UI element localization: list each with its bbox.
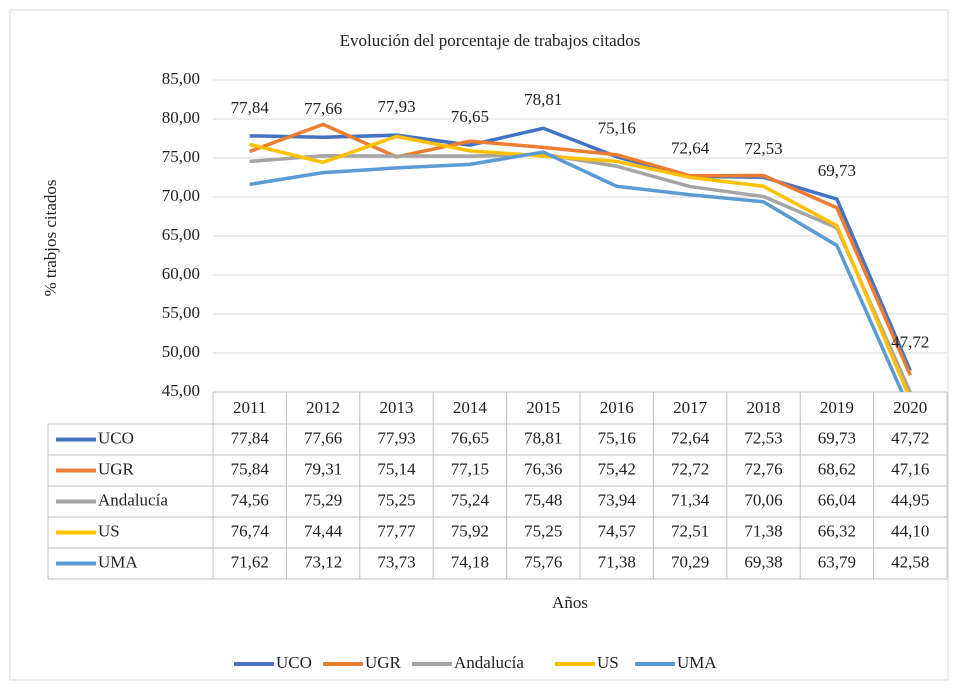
- x-tick-label: 2020: [893, 398, 927, 417]
- x-tick-label: 2017: [673, 398, 708, 417]
- table-cell: 77,77: [377, 521, 416, 540]
- table-cell: 72,53: [744, 428, 782, 447]
- table-row-label: Andalucía: [98, 490, 168, 509]
- table-cell: 75,76: [524, 552, 562, 571]
- table-cell: 72,76: [744, 459, 782, 478]
- chart-title: Evolución del porcentaje de trabajos cit…: [340, 31, 641, 50]
- table-cell: 75,84: [231, 459, 270, 478]
- series-line: [249, 134, 910, 392]
- table-cell: 47,16: [891, 459, 929, 478]
- data-label: 69,73: [818, 161, 856, 180]
- y-tick-label: 85,00: [162, 69, 200, 88]
- x-tick-label: 2016: [600, 398, 634, 417]
- table-row-label: UCO: [98, 428, 134, 447]
- series-line: [249, 126, 912, 372]
- table-cell: 75,14: [377, 459, 416, 478]
- table-cell: 47,72: [891, 428, 929, 447]
- legend-label: UMA: [677, 653, 717, 672]
- table-cell: 75,16: [598, 428, 636, 447]
- y-axis-title: % trabjos citados: [41, 179, 60, 296]
- table-cell: 75,25: [524, 521, 562, 540]
- chart-frame: [9, 9, 949, 681]
- table-cell: 77,84: [231, 428, 270, 447]
- table-cell: 74,44: [304, 521, 343, 540]
- table-cell: 71,38: [744, 521, 782, 540]
- x-tick-label: 2013: [380, 398, 414, 417]
- table-cell: 76,36: [524, 459, 562, 478]
- table-cell: 72,72: [671, 459, 709, 478]
- table-cell: 70,06: [744, 490, 782, 509]
- x-tick-label: 2018: [747, 398, 781, 417]
- x-axis-title: Años: [552, 593, 588, 612]
- data-label: 77,84: [231, 98, 270, 117]
- table-cell: 42,58: [891, 552, 929, 571]
- table-cell: 74,56: [231, 490, 269, 509]
- x-tick-label: 2015: [526, 398, 560, 417]
- x-tick-label: 2019: [820, 398, 854, 417]
- table-cell: 74,18: [451, 552, 489, 571]
- table-cell: 78,81: [524, 428, 562, 447]
- legend-label: Andalucía: [454, 653, 524, 672]
- table-cell: 79,31: [304, 459, 342, 478]
- table-cell: 75,24: [451, 490, 490, 509]
- table-cell: 70,29: [671, 552, 709, 571]
- data-label: 76,65: [451, 107, 489, 126]
- y-tick-label: 80,00: [162, 108, 200, 127]
- table-cell: 73,73: [377, 552, 415, 571]
- series-line: [249, 122, 912, 376]
- table-cell: 69,38: [744, 552, 782, 571]
- table-cell: 66,04: [818, 490, 857, 509]
- legend-label: US: [597, 653, 619, 672]
- table-row-label: UMA: [98, 552, 138, 571]
- data-label: 72,53: [744, 139, 782, 158]
- table-cell: 75,25: [377, 490, 415, 509]
- data-label: 77,93: [377, 97, 415, 116]
- table-cell: 73,94: [598, 490, 637, 509]
- table-cell: 77,15: [451, 459, 489, 478]
- y-tick-label: 50,00: [162, 342, 200, 361]
- table-cell: 44,10: [891, 521, 929, 540]
- table-cell: 75,92: [451, 521, 489, 540]
- x-tick-label: 2011: [233, 398, 266, 417]
- y-tick-label: 60,00: [162, 264, 200, 283]
- table-cell: 66,32: [818, 521, 856, 540]
- legend-label: UCO: [276, 653, 312, 672]
- table-cell: 72,51: [671, 521, 709, 540]
- data-label: 77,66: [304, 99, 342, 118]
- x-tick-label: 2014: [453, 398, 488, 417]
- table-cell: 76,74: [231, 521, 270, 540]
- table-cell: 71,38: [598, 552, 636, 571]
- series-line: [249, 150, 904, 392]
- data-label: 75,16: [598, 119, 636, 138]
- table-cell: 77,93: [377, 428, 415, 447]
- table-cell: 74,57: [598, 521, 637, 540]
- y-tick-label: 75,00: [162, 147, 200, 166]
- x-tick-label: 2012: [306, 398, 340, 417]
- table-cell: 76,65: [451, 428, 489, 447]
- table-cell: 77,66: [304, 428, 342, 447]
- table-cell: 75,29: [304, 490, 342, 509]
- table-row-label: US: [98, 521, 120, 540]
- table-cell: 68,62: [818, 459, 856, 478]
- table-cell: 69,73: [818, 428, 856, 447]
- table-cell: 71,34: [671, 490, 710, 509]
- table-cell: 75,48: [524, 490, 562, 509]
- data-label: 47,72: [891, 333, 929, 352]
- data-label: 78,81: [524, 90, 562, 109]
- table-cell: 72,64: [671, 428, 710, 447]
- table-row-label: UGR: [98, 459, 135, 478]
- y-tick-label: 55,00: [162, 303, 200, 322]
- table-cell: 73,12: [304, 552, 342, 571]
- table-cell: 44,95: [891, 490, 929, 509]
- y-tick-label: 65,00: [162, 225, 200, 244]
- data-label: 72,64: [671, 138, 710, 157]
- legend-label: UGR: [365, 653, 402, 672]
- table-cell: 63,79: [818, 552, 856, 571]
- y-tick-label: 70,00: [162, 186, 200, 205]
- table-cell: 75,42: [598, 459, 636, 478]
- table-cell: 71,62: [231, 552, 269, 571]
- plot-lines: [249, 122, 912, 392]
- y-tick-label: 45,00: [162, 381, 200, 400]
